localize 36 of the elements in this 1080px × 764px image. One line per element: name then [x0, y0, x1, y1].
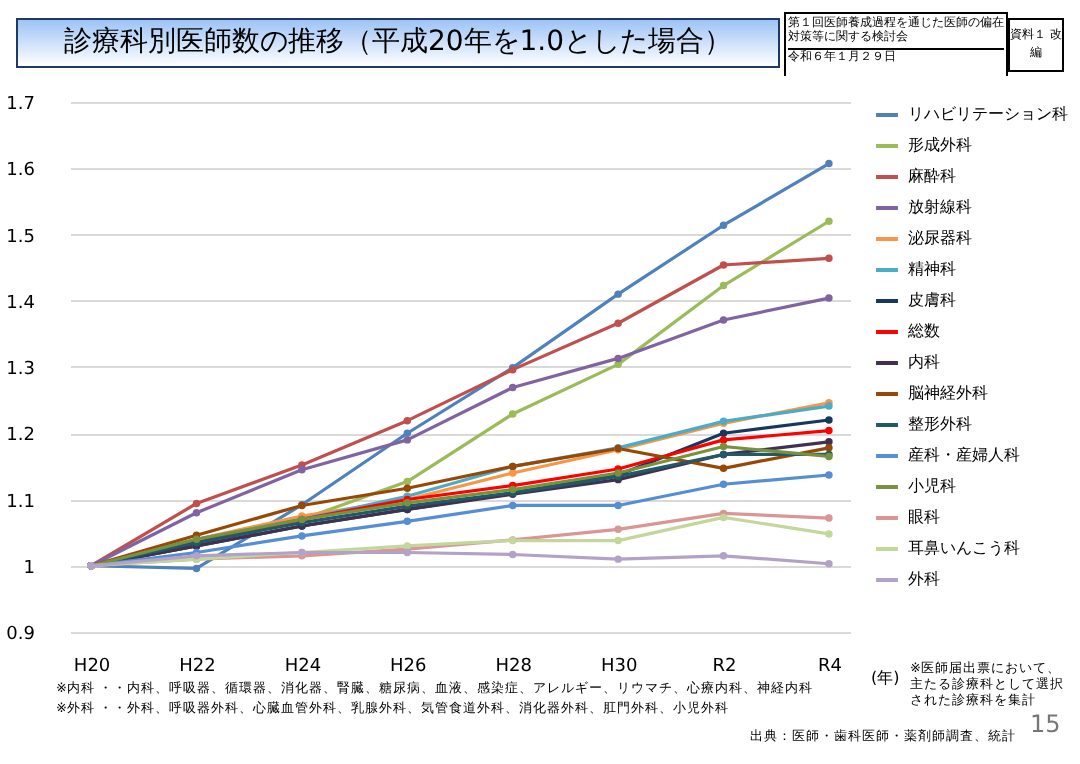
legend-label: 耳鼻いんこう科	[908, 539, 1020, 557]
chart-title: 診療科別医師数の推移（平成20年を1.0とした場合）	[16, 18, 780, 68]
legend-label: 皮膚科	[908, 291, 956, 309]
legend-label: 放射線科	[908, 198, 972, 216]
legend-label: 麻酔科	[908, 167, 956, 185]
y-tick-label: 1.3	[6, 360, 35, 380]
legend-label: 小児科	[908, 477, 956, 495]
legend-label: 整形外科	[908, 415, 972, 433]
x-tick-label: H20	[73, 657, 111, 677]
x-tick-label: H26	[390, 657, 428, 677]
x-tick-label: R4	[817, 657, 843, 677]
legend-label: 外科	[908, 570, 940, 588]
legend-label: 形成外科	[908, 136, 972, 154]
legend-label: 泌尿器科	[908, 229, 972, 247]
y-tick-label: 0.9	[6, 625, 36, 645]
y-tick-label: 1.2	[6, 426, 35, 447]
y-tick-label: 1.6	[6, 161, 36, 182]
y-tick-label: 1.7	[6, 95, 35, 115]
legend-label: 精神科	[908, 260, 956, 278]
legend-label: 脳神経外科	[908, 384, 988, 402]
x-tick-label: H28	[495, 657, 533, 677]
legend-label: 内科	[908, 353, 940, 371]
y-tick-label: 1	[23, 558, 35, 579]
legend-label: 産科・産婦人科	[908, 446, 1020, 464]
y-tick-label: 1.1	[6, 492, 35, 513]
x-tick-label: H30	[600, 657, 638, 677]
x-tick-label: R2	[712, 657, 737, 677]
legend-label: 総数	[906, 322, 940, 340]
legend-label: 眼科	[908, 508, 940, 526]
y-tick-label: 1.5	[6, 227, 35, 248]
text: 15	[1030, 710, 1061, 738]
legend-label: リハビリテーション科	[908, 105, 1068, 123]
y-tick-label: 1.4	[6, 293, 36, 314]
x-tick-label: H24	[284, 657, 322, 677]
x-axis-title: (年)	[871, 669, 900, 687]
x-tick-label: H22	[179, 657, 216, 677]
